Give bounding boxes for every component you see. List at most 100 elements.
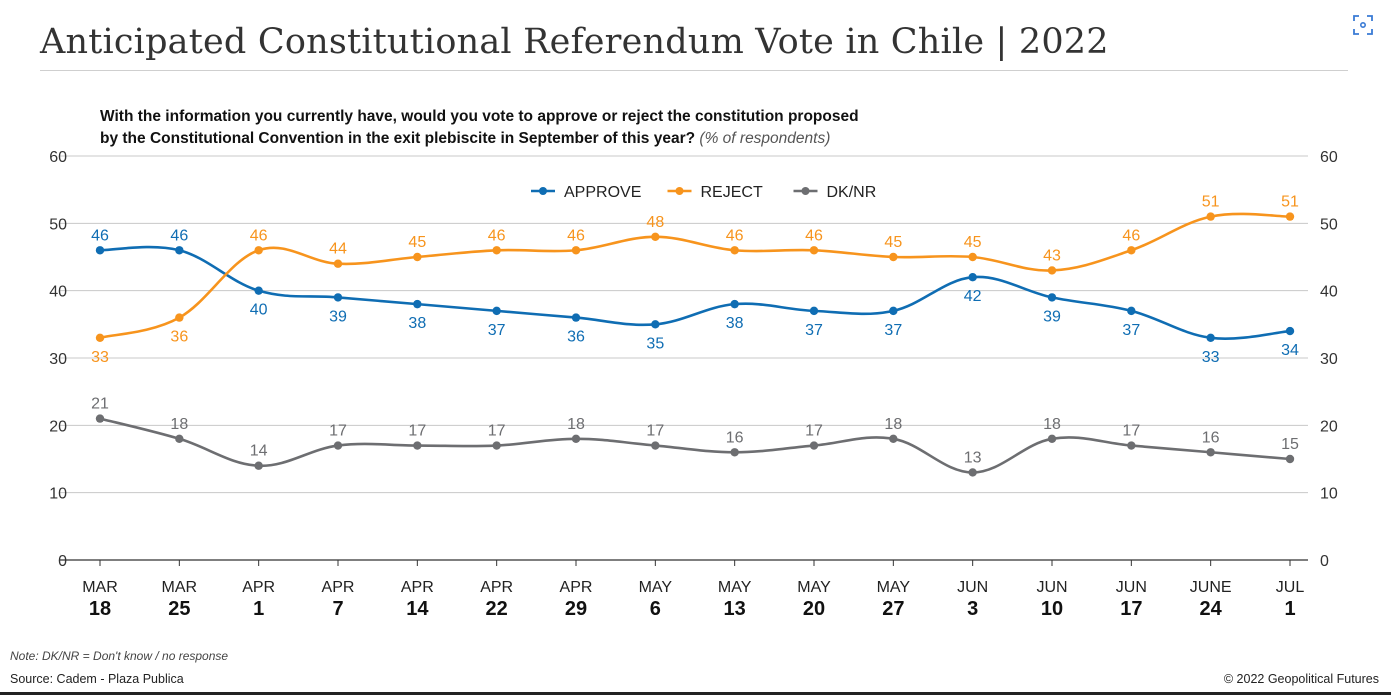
data-label-approve: 38 [408, 315, 426, 332]
data-point-dk-nr [333, 441, 343, 450]
data-label-dk-nr: 13 [964, 449, 982, 466]
y-tick-label-left: 50 [49, 216, 67, 233]
data-point-reject [730, 246, 739, 255]
data-point-dk-nr [889, 434, 898, 443]
x-tick-month: JUN [957, 579, 988, 596]
data-point-reject [1206, 212, 1215, 221]
data-label-approve: 38 [726, 315, 744, 332]
data-point-reject [254, 246, 263, 255]
data-point-approve [492, 306, 501, 316]
copyright: © 2022 Geopolitical Futures [1223, 672, 1379, 686]
data-label-dk-nr: 17 [646, 423, 664, 440]
series-line-approve [98, 245, 1292, 340]
y-tick-label-right: 0 [1320, 553, 1329, 570]
x-tick-month: APR [322, 579, 355, 596]
data-point-reject [571, 246, 581, 255]
legend-label-reject: REJECT [701, 184, 763, 201]
x-tick-month: MAY [797, 579, 831, 596]
data-point-dk-nr [254, 461, 263, 470]
data-label-dk-nr: 17 [488, 423, 506, 440]
data-label-reject: 46 [726, 227, 744, 244]
data-point-reject [651, 232, 660, 241]
data-label-dk-nr: 16 [726, 429, 744, 446]
x-tick-day: 7 [332, 598, 343, 620]
data-label-reject: 51 [1281, 194, 1299, 211]
x-tick-month: APR [560, 579, 593, 596]
data-point-dk-nr [175, 434, 184, 443]
x-tick-day: 27 [882, 598, 904, 620]
y-tick-label-right: 60 [1320, 149, 1338, 166]
data-label-approve: 34 [1281, 342, 1299, 359]
subtitle-line-1: With the information you currently have,… [100, 108, 859, 125]
data-label-approve: 46 [170, 227, 188, 244]
x-tick-month: APR [480, 579, 513, 596]
data-label-reject: 45 [964, 234, 982, 251]
x-tick-day: 22 [486, 598, 508, 620]
x-tick-day: 20 [803, 598, 825, 620]
data-label-reject: 43 [1043, 247, 1061, 264]
data-point-dk-nr [1127, 441, 1136, 450]
data-point-approve [333, 293, 343, 302]
x-tick-month: JUNE [1190, 579, 1232, 596]
x-tick-month: JUN [1116, 579, 1147, 596]
x-tick-day: 6 [650, 598, 661, 620]
y-tick-label-left: 40 [49, 284, 67, 301]
x-tick-day: 24 [1200, 598, 1223, 620]
y-tick-label-right: 20 [1320, 418, 1338, 435]
data-point-approve [1047, 293, 1057, 302]
x-tick-month: MAY [639, 579, 673, 596]
data-label-dk-nr: 18 [567, 416, 585, 433]
data-label-approve: 39 [329, 308, 347, 325]
data-point-approve [730, 299, 739, 309]
data-label-reject: 33 [91, 349, 109, 366]
data-point-approve [175, 246, 184, 255]
legend-label-approve: APPROVE [564, 184, 641, 201]
legend-marker-approve [539, 187, 547, 195]
data-point-dk-nr [1285, 454, 1295, 464]
y-tick-label-left: 60 [49, 149, 67, 166]
data-label-dk-nr: 17 [1122, 423, 1140, 440]
data-point-reject [175, 313, 184, 322]
data-point-approve [254, 286, 263, 295]
data-label-approve: 46 [91, 227, 109, 244]
data-point-dk-nr [809, 441, 819, 450]
expand-icon[interactable] [1352, 14, 1374, 36]
series-line-dk-nr [98, 417, 1292, 474]
data-point-approve [889, 306, 898, 316]
data-label-approve: 42 [964, 288, 982, 305]
data-point-reject [1127, 246, 1136, 255]
x-tick-day: 1 [253, 598, 264, 620]
y-tick-label-left: 10 [49, 486, 67, 503]
data-point-reject [95, 333, 105, 342]
data-label-reject: 46 [250, 227, 268, 244]
data-label-dk-nr: 18 [1043, 416, 1061, 433]
x-tick-day: 1 [1284, 598, 1295, 620]
data-label-approve: 40 [250, 302, 268, 319]
footnote: Note: DK/NR = Don't know / no response [10, 649, 229, 663]
legend-marker-reject [675, 187, 684, 195]
data-label-reject: 44 [329, 241, 347, 258]
subtitle-unit-note: (% of respondents) [699, 130, 831, 147]
data-label-approve: 37 [805, 322, 823, 339]
data-point-reject [1285, 212, 1295, 221]
title-divider [40, 70, 1348, 71]
x-tick-month: APR [242, 579, 275, 596]
data-label-dk-nr: 17 [805, 423, 823, 440]
data-label-dk-nr: 14 [250, 443, 268, 460]
y-tick-label-right: 10 [1320, 486, 1338, 503]
data-point-reject [413, 252, 422, 262]
bottom-divider [0, 692, 1391, 695]
data-point-dk-nr [730, 448, 739, 457]
series-line-reject [98, 212, 1292, 340]
y-tick-label-right: 50 [1320, 216, 1338, 233]
x-tick-month: JUL [1276, 579, 1305, 596]
data-label-reject: 48 [646, 214, 664, 231]
data-point-approve [1127, 306, 1136, 316]
data-point-reject [492, 246, 501, 255]
data-point-approve [968, 273, 977, 282]
data-point-reject [809, 246, 819, 255]
data-point-dk-nr [413, 441, 422, 450]
data-point-approve [1285, 326, 1295, 336]
x-tick-day: 10 [1041, 598, 1063, 620]
